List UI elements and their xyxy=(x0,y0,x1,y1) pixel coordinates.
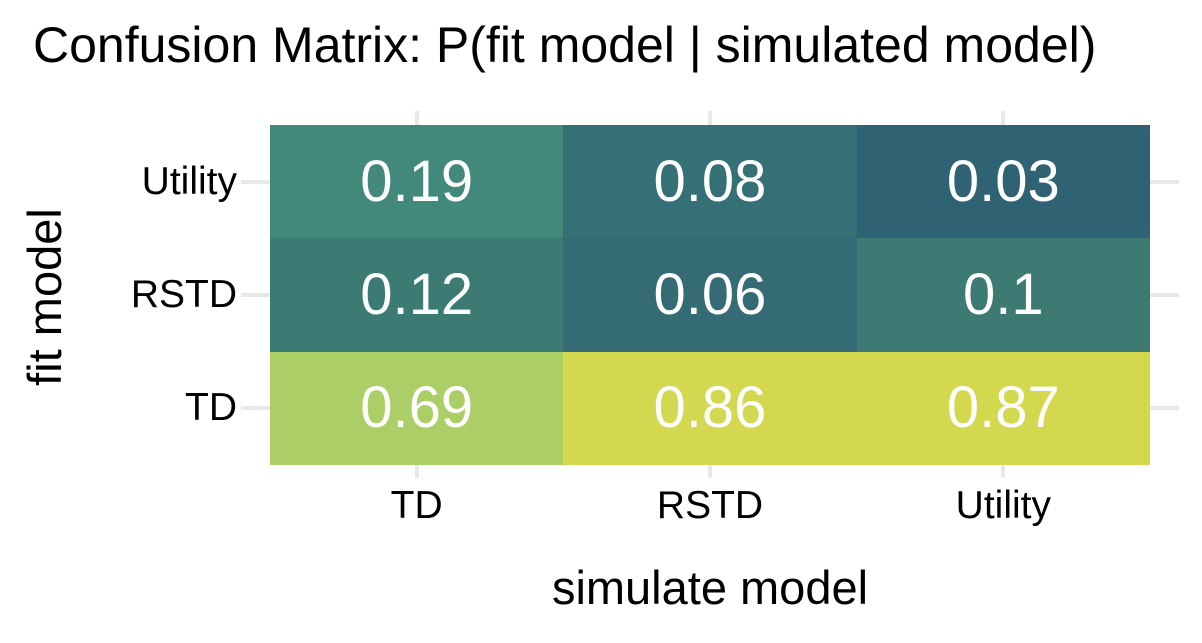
cell-value: 0.06 xyxy=(653,261,767,327)
y-tick-label: TD xyxy=(185,386,237,430)
x-axis-title: simulate model xyxy=(551,561,869,614)
gridline-stub xyxy=(241,406,270,411)
y-tick-label: RSTD xyxy=(130,273,237,316)
gridline-stub xyxy=(708,465,712,478)
gridline-stub xyxy=(414,111,419,125)
gridline-stub xyxy=(1150,179,1179,184)
heatmap-cell: 0.1 xyxy=(856,238,1150,352)
cell-value: 0.08 xyxy=(653,148,767,214)
x-tick-label: Utility xyxy=(955,484,1051,527)
gridline-stub xyxy=(1150,406,1179,411)
gridline-stub xyxy=(1001,111,1006,125)
cell-value: 0.19 xyxy=(360,148,474,214)
heatmap-grid: 0.19 0.08 0.03 0.12 0.06 0.1 0.69 0.86 0.87 xyxy=(270,125,1150,465)
cell-value: 0.87 xyxy=(946,375,1060,441)
cell-value: 0.86 xyxy=(653,375,767,441)
x-tick-label: TD xyxy=(390,484,443,527)
heatmap-cell: 0.12 xyxy=(270,238,564,352)
heatmap-cell: 0.69 xyxy=(270,351,564,465)
x-tick-label: RSTD xyxy=(656,484,764,527)
chart-title: Confusion Matrix: P(fit model | simulate… xyxy=(33,17,1097,73)
gridline-stub xyxy=(414,465,419,478)
gridline-stub xyxy=(241,179,270,184)
gridline-stub xyxy=(1001,465,1006,478)
y-tick-label: Utility xyxy=(141,159,237,203)
gridline-stub xyxy=(241,293,270,297)
heatmap-cell: 0.86 xyxy=(563,351,857,465)
cell-value: 0.69 xyxy=(360,375,474,441)
gridline-stub xyxy=(1150,293,1179,297)
cell-value: 0.1 xyxy=(963,261,1044,327)
heatmap-cell: 0.06 xyxy=(563,238,857,352)
heatmap-cell: 0.08 xyxy=(563,125,857,239)
gridline-stub xyxy=(708,111,712,125)
heatmap-cell: 0.87 xyxy=(856,351,1150,465)
heatmap-cell: 0.03 xyxy=(856,125,1150,239)
heatmap-cell: 0.19 xyxy=(270,125,564,239)
cell-value: 0.03 xyxy=(946,148,1060,214)
cell-value: 0.12 xyxy=(360,261,474,327)
